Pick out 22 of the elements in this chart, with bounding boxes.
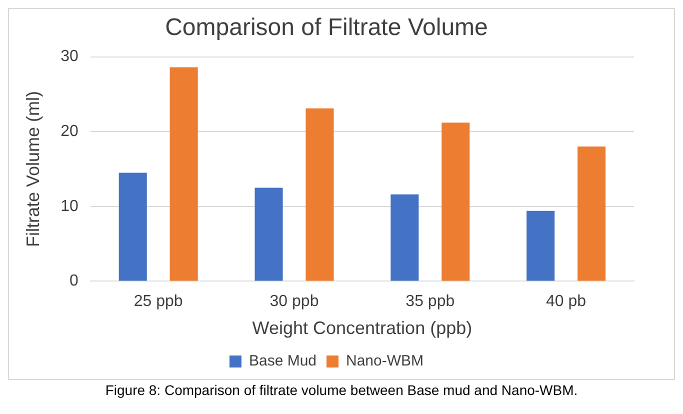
bar	[526, 210, 555, 281]
bar	[306, 108, 334, 281]
chart-title: Comparison of Filtrate Volume	[165, 14, 488, 42]
x-axis-title: Weight Concentration (ppb)	[252, 318, 472, 338]
y-tick-label: 30	[60, 48, 78, 66]
bar	[170, 67, 198, 281]
bar	[390, 194, 419, 281]
bar	[578, 146, 606, 281]
bar	[118, 172, 147, 281]
caption: Figure 8: Comparison of filtrate volume between Base mud and Nano-WBM.	[104, 382, 579, 398]
x-tick-label: 25 ppb	[134, 293, 183, 310]
y-tick-label: 20	[60, 123, 78, 140]
x-tick-label: 30 ppb	[270, 293, 319, 310]
y-tick-label: 0	[69, 272, 78, 290]
legend-label: Base Mud	[248, 352, 317, 370]
bar	[254, 188, 283, 281]
bar	[442, 122, 470, 281]
x-tick-label: 40 pb	[546, 293, 586, 310]
legend-label: Nano-WBM	[346, 352, 424, 370]
x-tick-label: 35 ppb	[406, 293, 455, 310]
y-tick-label: 10	[60, 198, 78, 215]
y-axis-title: Filtrate Volume (ml)	[22, 90, 43, 248]
